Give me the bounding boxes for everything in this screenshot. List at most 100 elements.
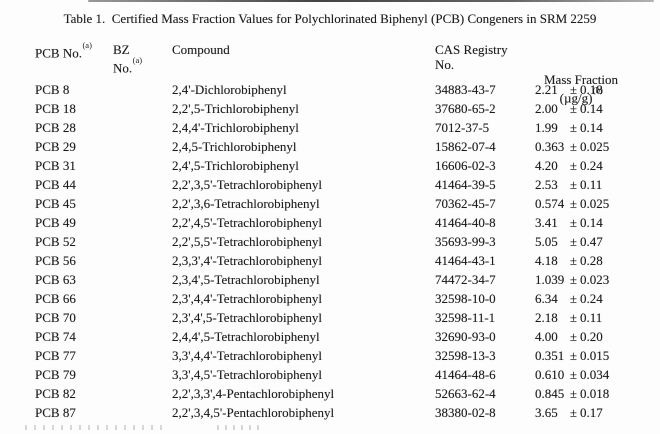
mass-uncertainty: 0.14 [580, 120, 603, 135]
table-row: PCB 8 2,4'-Dichlorobiphenyl 34883-43-7 2.21… [35, 80, 657, 99]
cell-compound: 2,2',3,6-Tetrachlorobiphenyl [172, 196, 320, 211]
cell-cas-no: 74472-34-7 [435, 272, 496, 287]
mass-value: 4.00 [535, 329, 558, 344]
column-header-bz-label-line2: No. [113, 60, 133, 76]
cell-cas-no: 15862-07-4 [435, 139, 496, 154]
table-row: PCB 44 2,2',3,5'-Tetrachlorobiphenyl 41464… [35, 175, 657, 194]
plus-minus-symbol: ± [569, 177, 578, 192]
cell-pcb-no: PCB 18 [35, 101, 76, 116]
table-title: Table 1. Certified Mass Fraction Values … [63, 11, 597, 26]
mass-uncertainty: 0.025 [580, 196, 610, 211]
cell-cas-no: 37680-65-2 [435, 101, 496, 116]
cell-bz-no [113, 99, 172, 118]
column-header-mass-label-line2: (µg/g) [559, 90, 593, 106]
mass-uncertainty: 0.023 [580, 272, 610, 287]
column-header-compound-label: Compound [172, 42, 230, 57]
table-body: PCB 8 2,4'-Dichlorobiphenyl 34883-43-7 2.21… [35, 80, 657, 422]
table-row: PCB 66 2,3',4,4'-Tetrachlorobiphenyl 32598… [35, 289, 657, 308]
table-row: PCB 56 2,3,3',4'-Tetrachlorobiphenyl 41464… [35, 251, 657, 270]
cell-bz-no [113, 251, 172, 270]
cell-compound: 2,3',4,4'-Tetrachlorobiphenyl [172, 291, 322, 306]
mass-uncertainty: 0.20 [580, 329, 603, 344]
cell-bz-no [113, 289, 172, 308]
cell-bz-no [113, 346, 172, 365]
cell-bz-no [113, 365, 172, 384]
cell-compound: 2,4'-Dichlorobiphenyl [172, 82, 287, 97]
mass-value: 1.039 [535, 272, 565, 287]
mass-value: 2.18 [535, 310, 558, 325]
mass-value: 0.845 [535, 386, 565, 401]
cell-compound: 3,3',4,4'-Tetrachlorobiphenyl [172, 348, 322, 363]
cell-cas-no: 41464-48-6 [435, 367, 496, 382]
cell-mass-fraction: 2.00 ±0.14 [533, 99, 657, 118]
cell-cas-no: 70362-45-7 [435, 196, 496, 211]
mass-value: 2.00 [535, 101, 558, 116]
footnote-marker-a: (a) [82, 39, 92, 50]
plus-minus-symbol: ± [569, 291, 578, 306]
cell-compound: 2,4,4'-Trichlorobiphenyl [172, 120, 299, 135]
cell-mass-fraction: 0.845 ±0.018 [533, 384, 657, 403]
table-row: PCB 74 2,4,4',5-Tetrachlorobiphenyl 32690-… [35, 327, 657, 346]
column-header-cas-registry-no: CAS Registry No. [435, 42, 533, 72]
plus-minus-symbol: ± [569, 348, 578, 363]
cell-compound: 2,2',4,5'-Tetrachlorobiphenyl [172, 215, 322, 230]
cell-compound: 2,4,5-Trichlorobiphenyl [172, 139, 297, 154]
mass-uncertainty: 0.11 [580, 177, 603, 192]
cell-pcb-no: PCB 87 [35, 405, 76, 420]
cell-bz-no [113, 175, 172, 194]
cell-mass-fraction: 0.351 ±0.015 [533, 346, 657, 365]
column-header-compound: Compound [172, 42, 435, 72]
cell-cas-no: 32598-10-0 [435, 291, 496, 306]
plus-minus-symbol: ± [569, 329, 578, 344]
cell-mass-fraction: 4.00 ±0.20 [533, 327, 657, 346]
cell-pcb-no: PCB 82 [35, 386, 76, 401]
cell-pcb-no: PCB 44 [35, 177, 76, 192]
cell-mass-fraction: 0.363 ±0.025 [533, 137, 657, 156]
cell-pcb-no: PCB 28 [35, 120, 76, 135]
cell-cas-no: 32598-13-3 [435, 348, 496, 363]
cell-bz-no [113, 403, 172, 422]
cell-compound: 2,2',5-Trichlorobiphenyl [172, 101, 299, 116]
cell-pcb-no: PCB 8 [35, 82, 70, 97]
cell-compound: 2,2',3,4,5'-Pentachlorobiphenyl [172, 405, 335, 420]
plus-minus-symbol: ± [569, 367, 578, 382]
mass-uncertainty: 0.24 [580, 291, 603, 306]
column-header-mass-label-line1: Mass Fraction [543, 72, 619, 87]
cell-mass-fraction: 4.18 ±0.28 [533, 251, 657, 270]
plus-minus-symbol: ± [569, 310, 578, 325]
cell-mass-fraction: 2.18 ±0.11 [533, 308, 657, 327]
table-row: PCB 70 2,3',4',5-Tetrachlorobiphenyl 32598… [35, 308, 657, 327]
mass-uncertainty: 0.018 [580, 386, 610, 401]
cell-cas-no: 38380-02-8 [435, 405, 496, 420]
cell-bz-no [113, 213, 172, 232]
table-row: PCB 45 2,2',3,6-Tetrachlorobiphenyl 70362-… [35, 194, 657, 213]
mass-value: 2.53 [535, 177, 558, 192]
mass-uncertainty: 0.14 [580, 101, 603, 116]
cell-cas-no: 7012-37-5 [435, 120, 490, 135]
cell-cas-no: 32690-93-0 [435, 329, 496, 344]
cell-compound: 2,3,4',5-Tetrachlorobiphenyl [172, 272, 320, 287]
cell-cas-no: 41464-39-5 [435, 177, 496, 192]
table-row: PCB 29 2,4,5-Trichlorobiphenyl 15862-07-4 0… [35, 137, 657, 156]
cell-pcb-no: PCB 70 [35, 310, 76, 325]
plus-minus-symbol: ± [569, 196, 578, 211]
cell-bz-no [113, 384, 172, 403]
cell-compound: 2,3,3',4'-Tetrachlorobiphenyl [172, 253, 322, 268]
cell-pcb-no: PCB 79 [35, 367, 76, 382]
cell-cas-no: 52663-62-4 [435, 386, 496, 401]
cell-pcb-no: PCB 66 [35, 291, 76, 306]
plus-minus-symbol: ± [569, 272, 578, 287]
cell-bz-no [113, 80, 172, 99]
mass-uncertainty: 0.11 [580, 310, 603, 325]
cell-cas-no: 34883-43-7 [435, 82, 496, 97]
mass-value: 6.34 [535, 291, 558, 306]
cell-bz-no [113, 194, 172, 213]
cell-cas-no: 35693-99-3 [435, 234, 496, 249]
cell-mass-fraction: 6.34 ±0.24 [533, 289, 657, 308]
cell-mass-fraction: 1.039 ±0.023 [533, 270, 657, 289]
cell-pcb-no: PCB 74 [35, 329, 76, 344]
mass-uncertainty: 0.47 [580, 234, 603, 249]
cell-compound: 2,2',3,3',4-Pentachlorobiphenyl [172, 386, 335, 401]
cell-mass-fraction: 3.65 ±0.17 [533, 403, 657, 422]
certified-values-table: PCB No.(a) BZ No.(a) Compound CAS Registr… [35, 39, 657, 422]
